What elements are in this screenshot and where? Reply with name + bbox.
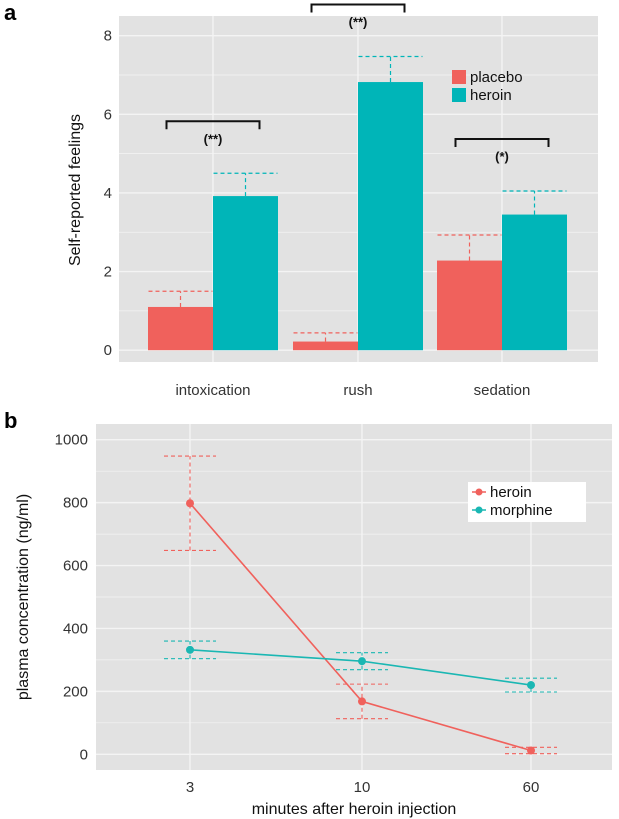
significance-label: (*) [495,149,509,164]
point-morphine-10 [358,657,366,666]
panel-b-error-bars [164,455,557,755]
point-morphine-60 [527,681,535,690]
y-tick-label: 6 [104,106,112,123]
panel-a-ticks: 0 2 4 6 8 intoxication rush sedation [104,28,531,399]
x-tick-label-intoxication: intoxication [175,382,250,399]
y-tick-label: 2 [104,264,112,281]
bar-heroin-intoxication [213,196,278,351]
panel-b-ticks: 0 200 400 600 800 1000 3 10 60 [55,432,540,796]
panel-a-y-axis-title: Self-reported feelings [67,114,84,266]
significance-bracket [165,120,261,130]
bar-placebo-intoxication [148,306,213,351]
bar-placebo-rush [293,341,358,351]
legend-label-placebo: placebo [470,69,523,86]
panel-b-y-axis-title: plasma concentration (ng/ml) [15,494,32,700]
bar-heroin-rush [358,82,423,351]
panel-b-points [186,499,535,755]
significance-bracket [310,3,406,13]
significance-label: (**) [204,131,223,146]
panel-b-legend-box [468,482,586,522]
x-tick-label-sedation: sedation [474,382,531,399]
point-heroin-10 [358,697,366,706]
y-tick-label: 600 [63,558,88,575]
y-tick-label: 4 [104,185,112,202]
point-heroin-60 [527,746,535,755]
panel-b: b 0 200 400 600 800 1000 3 10 60 plasma concentr… [4,408,612,818]
legend-label-heroin-b: heroin [490,484,532,501]
y-tick-label: 0 [80,746,88,763]
panel-a-letter: a [4,0,17,25]
significance-label: (**) [349,14,368,29]
x-tick-label-rush: rush [343,382,372,399]
significance-bracket [454,137,550,147]
point-heroin-3 [186,499,194,508]
panel-a-error-bars [148,55,567,342]
legend-label-morphine: morphine [490,502,553,519]
x-tick-label-10: 10 [354,779,371,796]
panel-b-x-axis-title: minutes after heroin injection [252,801,457,818]
panel-b-letter: b [4,408,17,433]
legend-swatch-placebo [452,70,466,84]
panel-a-significance: (**) (**) (*) [165,3,550,164]
bar-placebo-sedation [437,260,502,351]
y-tick-label: 0 [104,342,112,359]
y-tick-label: 200 [63,683,88,700]
panel-a-bars [148,82,567,351]
x-tick-label-3: 3 [186,779,194,796]
y-tick-label: 1000 [55,432,88,449]
legend-label-heroin: heroin [470,87,512,104]
x-tick-label-60: 60 [523,779,540,796]
panel-b-legend: heroin morphine [468,482,586,522]
bar-heroin-sedation [502,214,567,351]
point-morphine-3 [186,645,194,654]
y-tick-label: 8 [104,28,112,45]
y-tick-label: 400 [63,620,88,637]
legend-point-morphine [475,506,483,514]
legend-swatch-heroin [452,88,466,102]
panel-a: a (**) (**) (*) 0 2 4 6 8 intoxication rush sedat… [4,0,598,399]
y-tick-label: 800 [63,495,88,512]
legend-point-heroin [475,488,483,496]
panel-a-legend: placebo heroin [452,69,523,104]
